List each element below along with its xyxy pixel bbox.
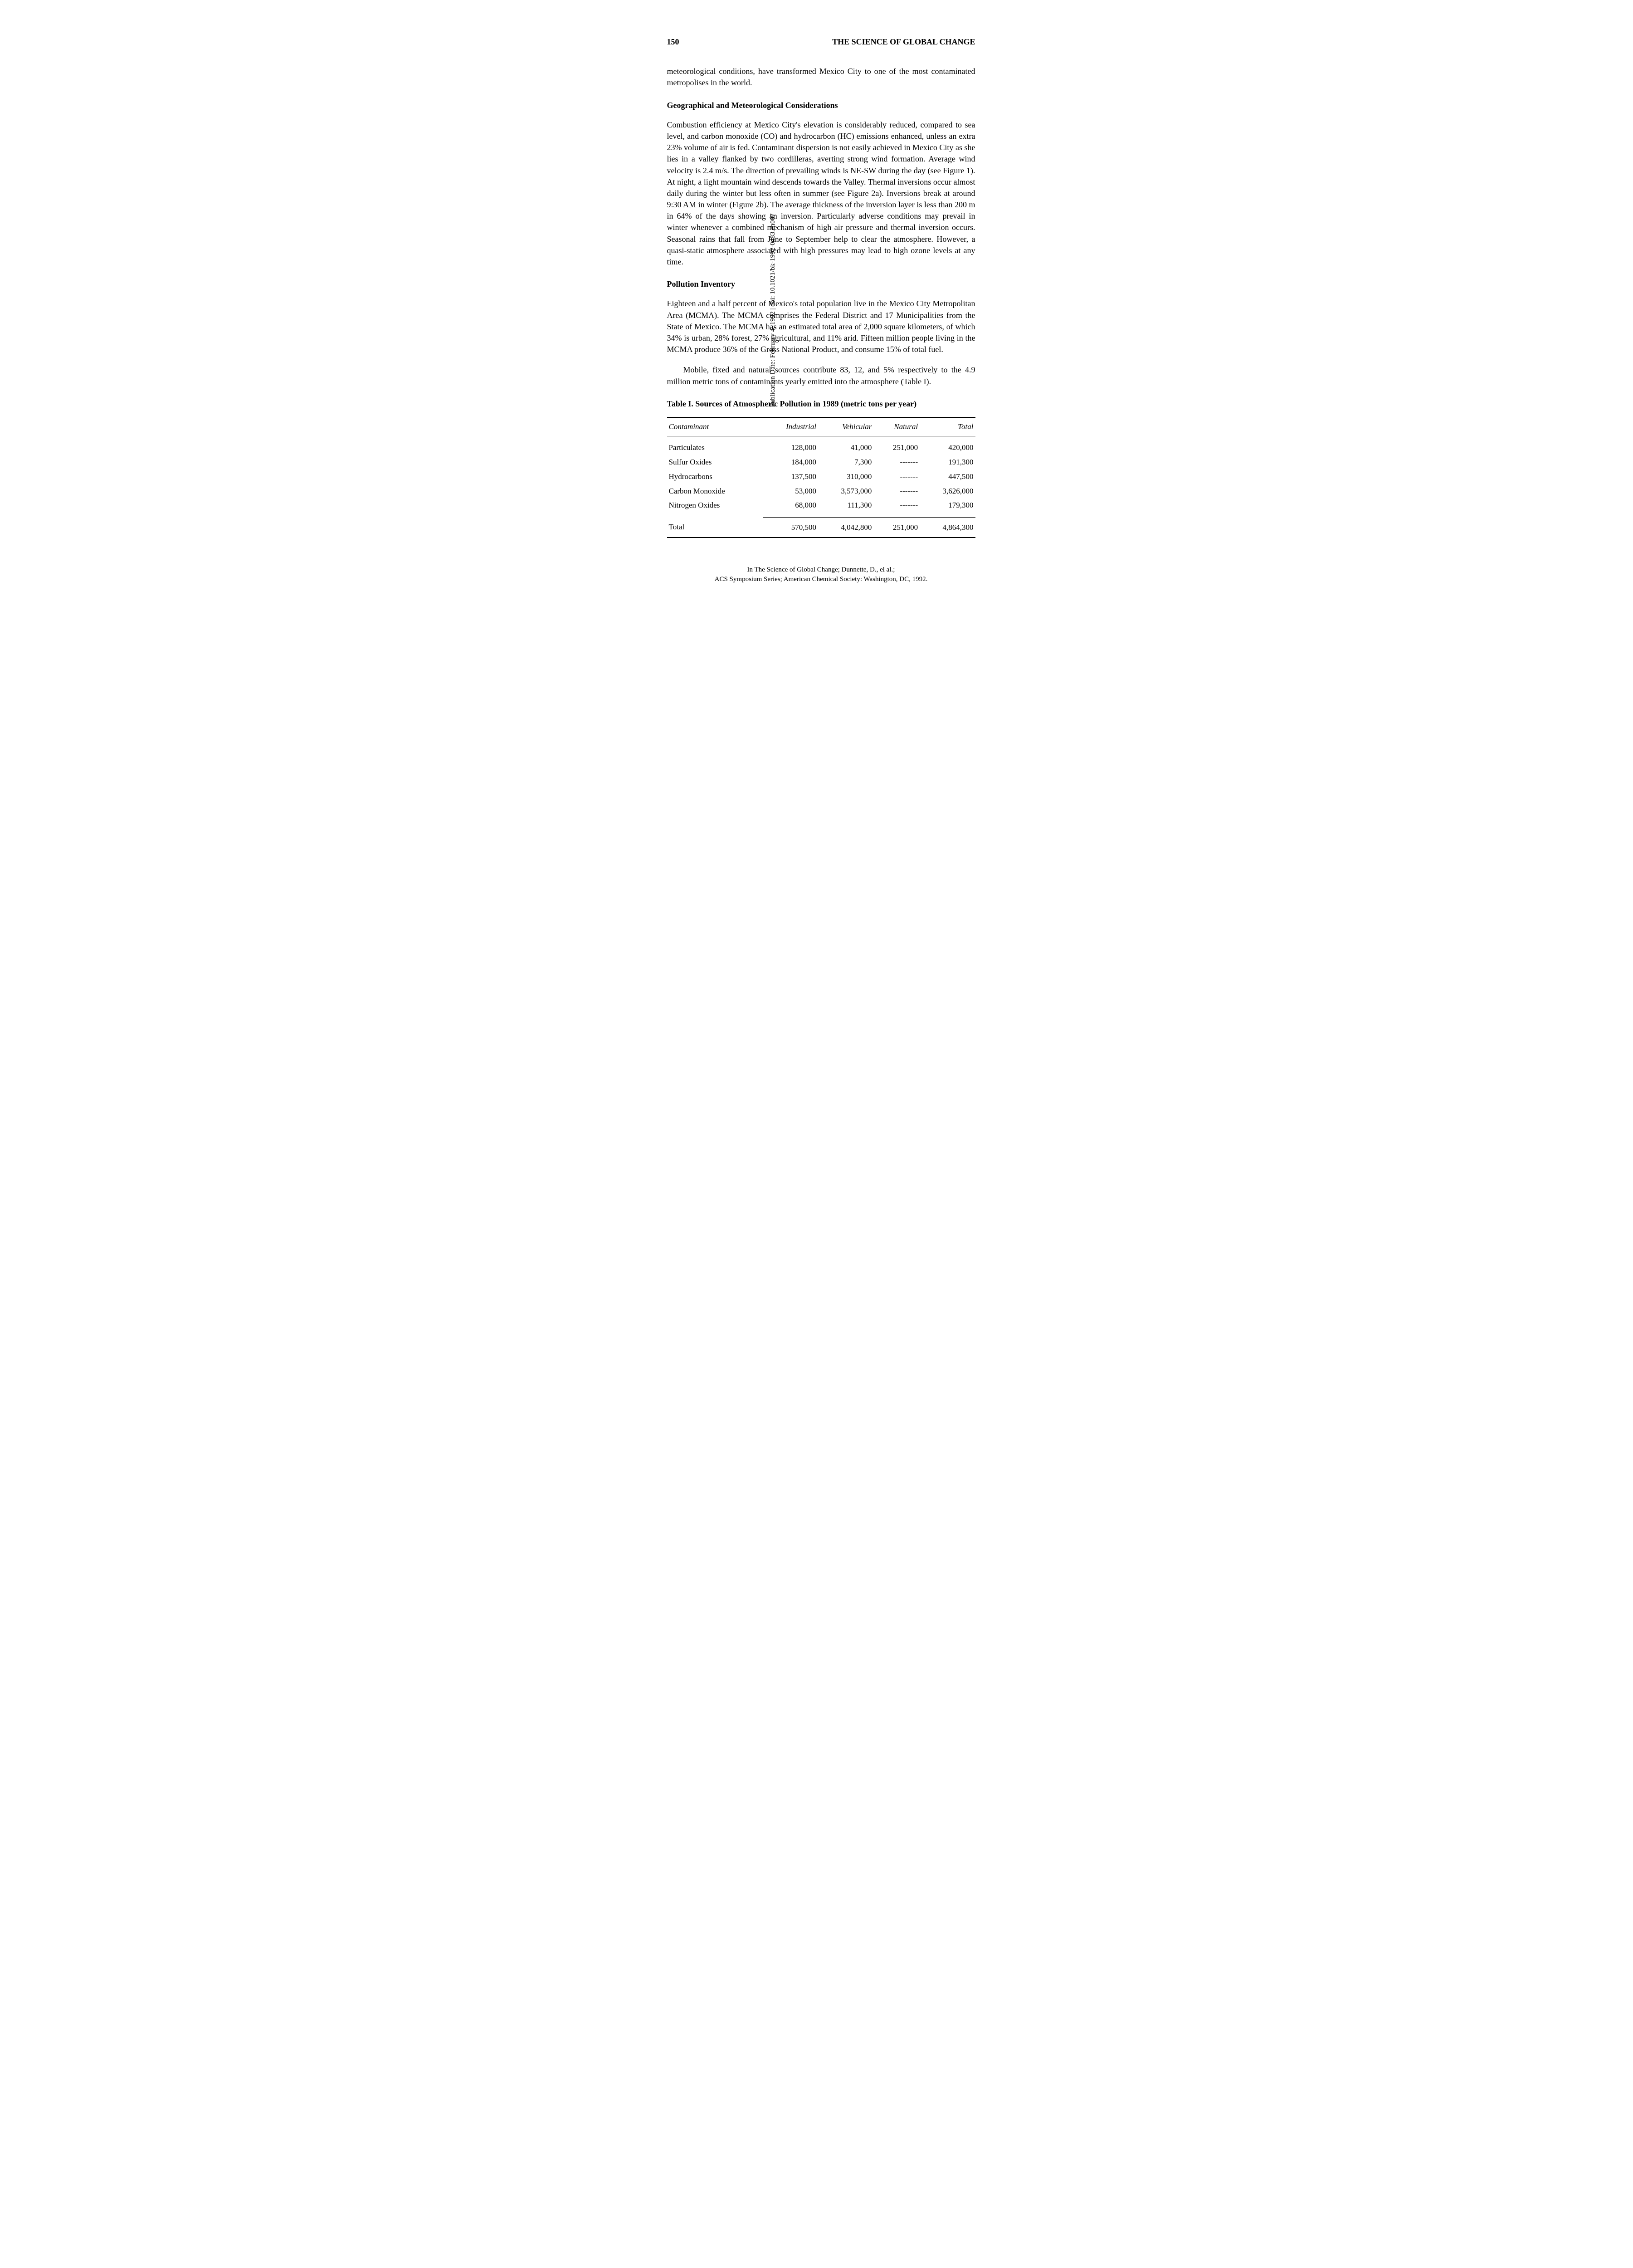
table-row: Nitrogen Oxides 68,000 111,300 ------- 1…: [667, 498, 975, 513]
table-cell: 137,500: [763, 469, 818, 484]
table-cell: 184,000: [763, 455, 818, 469]
table-header: Total: [920, 417, 975, 436]
table-cell: 447,500: [920, 469, 975, 484]
table-cell: 251,000: [873, 517, 920, 538]
table-header: Natural: [873, 417, 920, 436]
table-cell: Hydrocarbons: [667, 469, 764, 484]
intro-paragraph: meteorological conditions, have transfor…: [667, 66, 975, 88]
section2-p2: Mobile, fixed and natural sources contri…: [667, 364, 975, 387]
table-cell: Total: [667, 517, 764, 538]
table-cell: 111,300: [818, 498, 873, 513]
page-container: Publication Date: February 4, 1992 | doi…: [667, 36, 975, 584]
table-cell: Particulates: [667, 440, 764, 455]
table-cell: 310,000: [818, 469, 873, 484]
page-number: 150: [667, 36, 679, 48]
table-cell: 3,626,000: [920, 484, 975, 499]
page-header: 150 THE SCIENCE OF GLOBAL CHANGE: [667, 36, 975, 48]
table-cell: 251,000: [873, 440, 920, 455]
table-cell: 191,300: [920, 455, 975, 469]
table-cell: 4,042,800: [818, 517, 873, 538]
table-cell: Nitrogen Oxides: [667, 498, 764, 513]
table-row: Hydrocarbons 137,500 310,000 ------- 447…: [667, 469, 975, 484]
table-cell: Sulfur Oxides: [667, 455, 764, 469]
section-heading-geo: Geographical and Meteorological Consider…: [667, 100, 975, 111]
table-cell: 7,300: [818, 455, 873, 469]
footer-line2: ACS Symposium Series; American Chemical …: [667, 575, 975, 584]
table-cell: -------: [873, 484, 920, 499]
table-cell: -------: [873, 455, 920, 469]
table-cell: -------: [873, 469, 920, 484]
pollution-table: Contaminant Industrial Vehicular Natural…: [667, 417, 975, 538]
section1-body: Combustion efficiency at Mexico City's e…: [667, 119, 975, 268]
book-title: THE SCIENCE OF GLOBAL CHANGE: [832, 36, 975, 48]
table-cell: 179,300: [920, 498, 975, 513]
page-footer: In The Science of Global Change; Dunnett…: [667, 565, 975, 584]
table-header: Contaminant: [667, 417, 764, 436]
table-cell: 4,864,300: [920, 517, 975, 538]
table-cell: -------: [873, 498, 920, 513]
table-cell: 41,000: [818, 440, 873, 455]
table-header: Industrial: [763, 417, 818, 436]
section2-p1: Eighteen and a half percent of Mexico's …: [667, 298, 975, 355]
section-heading-pollution: Pollution Inventory: [667, 279, 975, 290]
table-cell: 68,000: [763, 498, 818, 513]
table-cell: 3,573,000: [818, 484, 873, 499]
table-row: Sulfur Oxides 184,000 7,300 ------- 191,…: [667, 455, 975, 469]
table-row: Particulates 128,000 41,000 251,000 420,…: [667, 440, 975, 455]
footer-line1: In The Science of Global Change; Dunnett…: [667, 565, 975, 575]
table-title: Table I. Sources of Atmospheric Pollutio…: [667, 398, 975, 410]
table-cell: 128,000: [763, 440, 818, 455]
vertical-citation: Publication Date: February 4, 1992 | doi…: [768, 214, 778, 407]
table-cell: 420,000: [920, 440, 975, 455]
table-cell: 570,500: [763, 517, 818, 538]
table-totals-row: Total 570,500 4,042,800 251,000 4,864,30…: [667, 517, 975, 538]
table-cell: 53,000: [763, 484, 818, 499]
table-header: Vehicular: [818, 417, 873, 436]
table-row: Carbon Monoxide 53,000 3,573,000 -------…: [667, 484, 975, 499]
table-cell: Carbon Monoxide: [667, 484, 764, 499]
